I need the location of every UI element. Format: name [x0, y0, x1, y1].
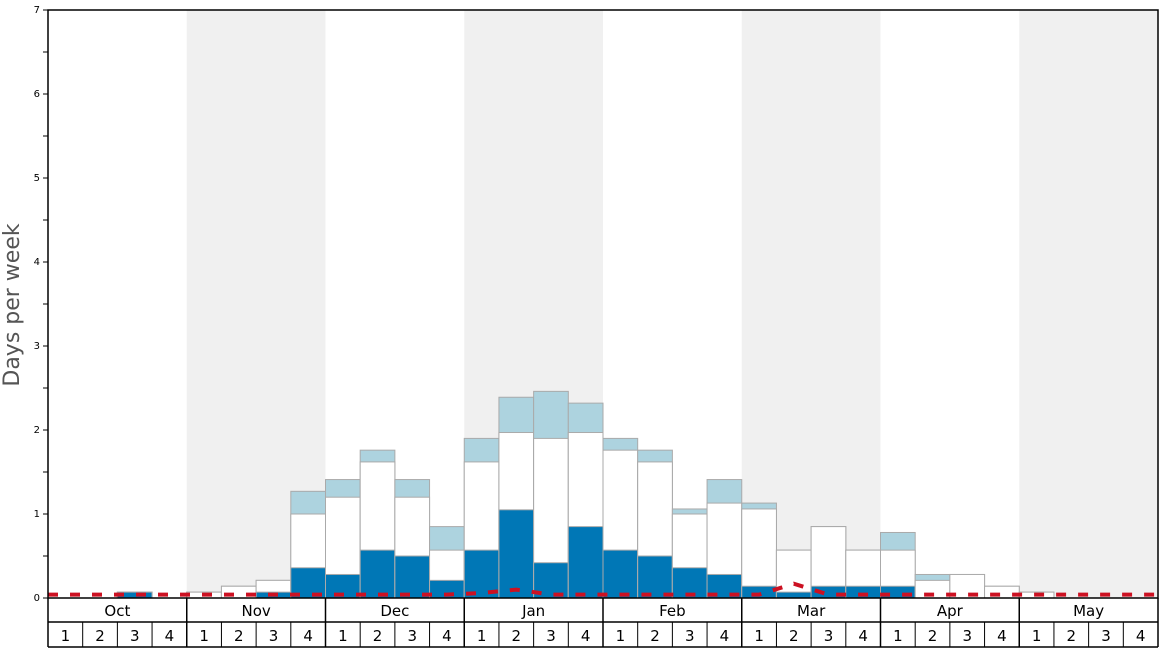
week-label: 2	[512, 627, 522, 645]
week-label: 4	[997, 627, 1007, 645]
week-label: 2	[1067, 627, 1077, 645]
month-label-mar: Mar	[797, 602, 826, 620]
y-tick-label-0: 0	[34, 593, 40, 604]
week-label: 4	[1136, 627, 1146, 645]
bar-series1-15	[567, 526, 604, 599]
month-band-may	[1019, 10, 1158, 598]
week-label: 4	[581, 627, 591, 645]
line-series	[48, 581, 1158, 597]
week-label: 1	[1032, 627, 1042, 645]
week-label: 1	[477, 627, 487, 645]
week-label: 1	[893, 627, 903, 645]
week-label: 4	[165, 627, 175, 645]
week-label: 3	[269, 627, 279, 645]
week-label: 3	[407, 627, 417, 645]
month-label-jan: Jan	[521, 602, 545, 620]
month-label-may: May	[1073, 602, 1104, 620]
week-label: 1	[754, 627, 764, 645]
y-tick-label-5: 5	[34, 173, 40, 184]
week-label: 2	[234, 627, 244, 645]
week-label: 4	[303, 627, 313, 645]
bar-series2-21	[775, 549, 812, 599]
bar-series1-13	[498, 509, 535, 599]
y-tick-label-7: 7	[34, 5, 40, 16]
week-label: 1	[199, 627, 209, 645]
bars-layer	[116, 390, 1055, 599]
week-label: 1	[616, 627, 626, 645]
y-axis-label: Days per week	[0, 223, 25, 386]
y-tick-label-3: 3	[34, 341, 40, 352]
month-label-nov: Nov	[241, 602, 270, 620]
y-tick-label-6: 6	[34, 89, 40, 100]
month-band-mar	[741, 10, 881, 598]
month-label-oct: Oct	[104, 602, 130, 620]
y-tick-label-2: 2	[34, 425, 40, 436]
week-label: 3	[962, 627, 972, 645]
week-label: 2	[373, 627, 383, 645]
bar-series1-9	[359, 549, 396, 599]
bar-series1-17	[637, 555, 673, 599]
y-axis: 0 1 2 3 4 5 6 7	[34, 5, 48, 604]
week-label: 2	[928, 627, 938, 645]
week-label: 3	[130, 627, 140, 645]
week-label: 3	[1101, 627, 1111, 645]
week-label: 2	[789, 627, 799, 645]
bar-series1-21	[775, 591, 812, 599]
bar-series2-20	[741, 508, 777, 599]
week-label: 4	[442, 627, 452, 645]
month-bands	[186, 10, 1158, 598]
month-label-feb: Feb	[659, 602, 686, 620]
week-label: 3	[546, 627, 556, 645]
bar-series1-10	[394, 555, 431, 599]
week-label: 4	[720, 627, 730, 645]
week-label: 3	[685, 627, 695, 645]
month-label-dec: Dec	[380, 602, 409, 620]
month-label-apr: Apr	[937, 602, 964, 620]
week-label: 1	[338, 627, 348, 645]
line-layer	[48, 581, 1158, 597]
week-label: 1	[61, 627, 71, 645]
week-label: 2	[95, 627, 105, 645]
week-label: 2	[650, 627, 660, 645]
week-label: 3	[824, 627, 834, 645]
y-tick-label-1: 1	[34, 509, 40, 520]
week-label: 4	[858, 627, 868, 645]
x-axis: Oct 1 2 3 4 Nov 1 2 3 4 Dec 1 2 3 4 Jan 1 2 3 4 Feb 1 2 3 4 Mar 1 2…	[47, 598, 1159, 648]
bar-series1-16	[602, 549, 639, 599]
y-tick-label-4: 4	[34, 257, 40, 268]
